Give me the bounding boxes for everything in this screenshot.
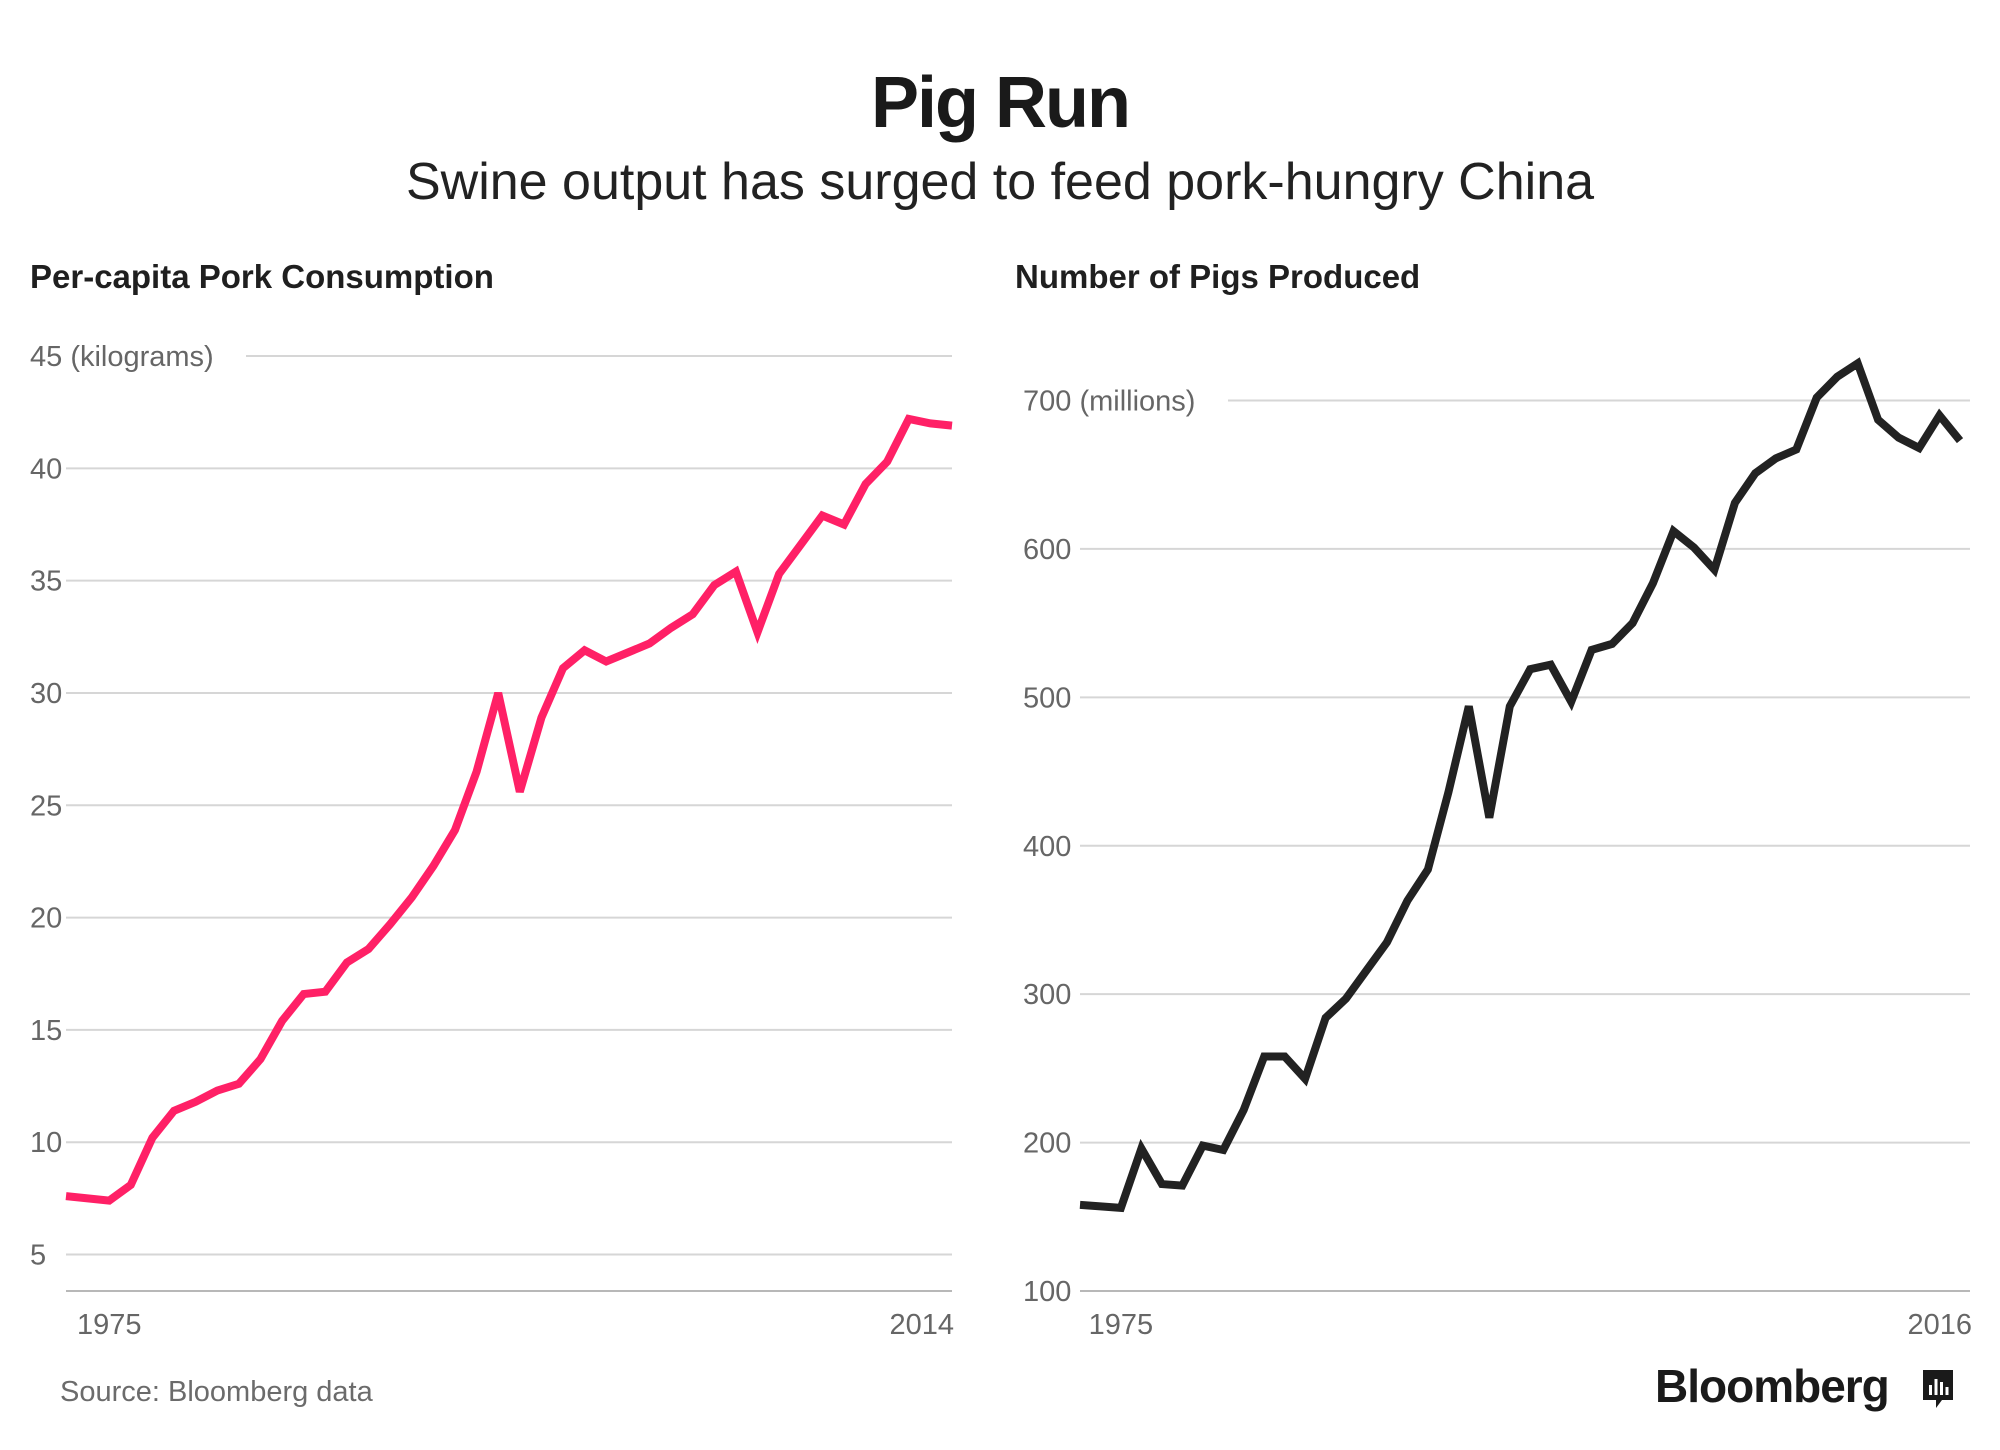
consumption-y-tick-label: 25 (30, 790, 62, 822)
consumption-y-tick-label: 20 (30, 903, 62, 935)
consumption-y-tick-label: 15 (30, 1015, 62, 1047)
consumption-y-tick-label: 45 (kilograms) (30, 341, 214, 373)
consumption-x-tick-label: 2014 (889, 1309, 954, 1341)
panel-title-consumption: Per-capita Pork Consumption (30, 258, 494, 295)
consumption-x-tick-label: 1975 (77, 1309, 142, 1341)
pigs-y-tick-label: 200 (1023, 1128, 1071, 1160)
consumption-y-tick-label: 10 (30, 1127, 62, 1159)
panel-title-pigs: Number of Pigs Produced (1015, 258, 1421, 295)
brand-logo: Bloomberg (1655, 1360, 1890, 1412)
pigs-x-tick-label: 1975 (1089, 1309, 1154, 1341)
pigs-series-line (1079, 357, 1964, 1213)
consumption-y-tick-label: 35 (30, 566, 62, 598)
pigs-y-tick-label: 100 (1023, 1276, 1071, 1308)
pigs-x-tick-label: 2016 (1907, 1309, 1972, 1341)
consumption-y-tick-label: 40 (30, 453, 62, 485)
bloomberg-chart-icon (1923, 1370, 1953, 1408)
pigs-y-tick-label: 400 (1023, 831, 1071, 863)
pigs-y-tick-label: 500 (1023, 682, 1071, 714)
source-note: Source: Bloomberg data (60, 1376, 373, 1408)
consumption-y-tick-label: 5 (30, 1240, 46, 1272)
pigs-y-tick-label: 600 (1023, 534, 1071, 566)
pigs-y-tick-label: 300 (1023, 979, 1071, 1011)
pigs-y-tick-label: 700 (millions) (1023, 386, 1195, 418)
consumption-series-line (65, 414, 953, 1205)
chart-subtitle: Swine output has surged to feed pork-hun… (405, 153, 1595, 211)
chart-title: Pig Run (871, 63, 1131, 143)
consumption-y-tick-label: 30 (30, 678, 62, 710)
